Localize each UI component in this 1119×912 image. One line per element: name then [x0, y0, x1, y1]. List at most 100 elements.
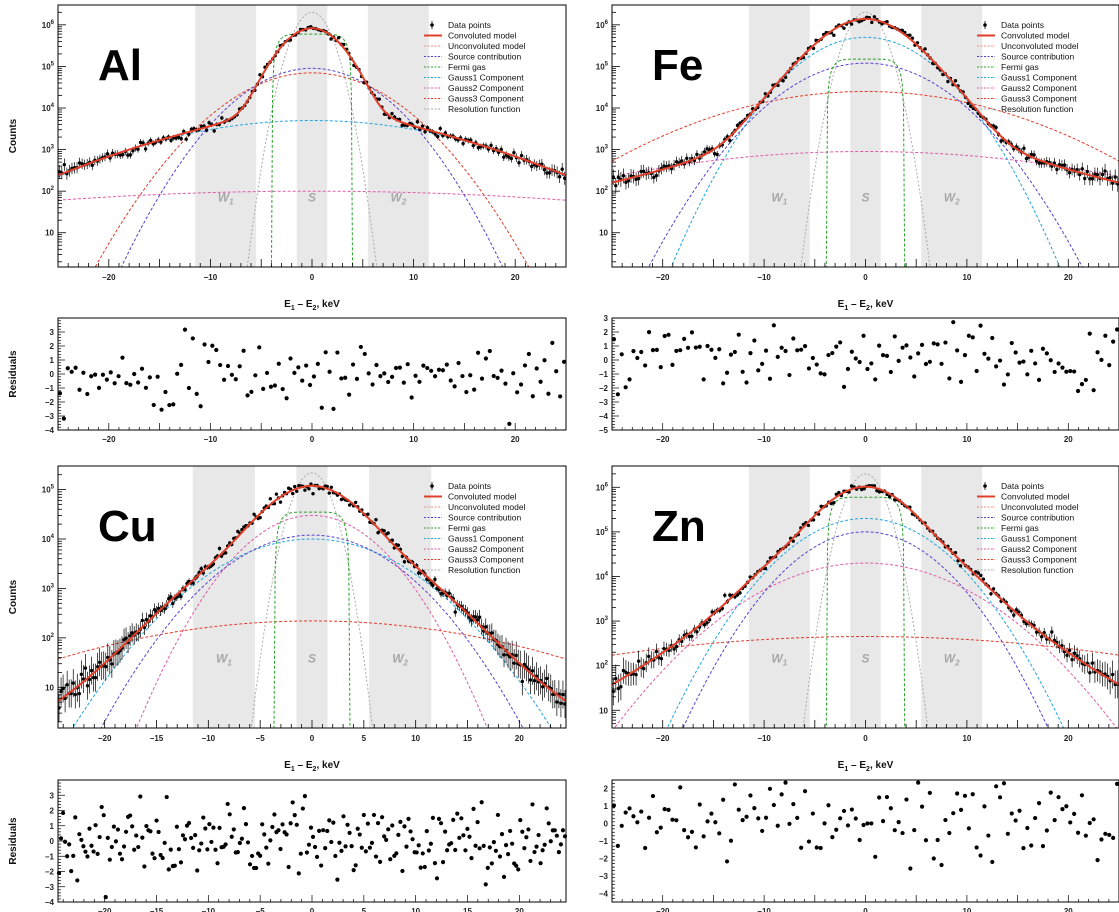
residual-point: [241, 805, 247, 811]
data-point: [353, 500, 358, 505]
residual-point: [89, 374, 94, 379]
band-s: [296, 466, 328, 728]
residual-point: [158, 852, 163, 858]
residual-point: [358, 344, 363, 350]
y-axis: 10 102 103 104 105 106: [596, 465, 620, 729]
residual-point: [1068, 368, 1073, 374]
data-point: [1029, 152, 1034, 157]
residual-point: [908, 866, 913, 871]
residual-point: [93, 823, 98, 828]
residual-point: [830, 835, 835, 840]
band-label: W1: [216, 652, 232, 668]
residual-point: [538, 379, 543, 384]
residual-point: [689, 330, 695, 335]
residual-point: [180, 833, 186, 838]
x-tick-label: 0: [310, 907, 315, 912]
data-point: [128, 153, 133, 157]
residual-point: [333, 853, 338, 859]
residual-point: [218, 362, 223, 368]
x-tick-label: −10: [204, 435, 218, 444]
residual-point: [507, 421, 512, 426]
data-point: [621, 174, 626, 178]
residual-point: [515, 390, 520, 395]
residual-point: [900, 830, 905, 836]
residual-point: [327, 369, 332, 374]
residual-point: [442, 829, 448, 834]
residual-point: [354, 376, 360, 381]
residual-point: [103, 895, 108, 900]
data-point: [1072, 651, 1077, 655]
data-point: [989, 592, 993, 596]
data-point: [614, 676, 618, 681]
residual-point: [939, 361, 944, 366]
data-point: [834, 492, 839, 497]
data-point: [728, 138, 732, 143]
residual-point: [452, 384, 457, 389]
data-point: [974, 570, 978, 574]
residual-point: [130, 824, 135, 829]
data-point: [923, 47, 927, 51]
residual-point: [479, 376, 485, 381]
residual-point: [974, 845, 979, 850]
data-point: [702, 623, 707, 627]
y-axis: 10 102 103 104 105 106: [42, 4, 66, 263]
residual-point: [791, 802, 796, 807]
y-tick-label: 0: [604, 820, 609, 829]
residual-point: [1036, 377, 1042, 382]
residual-point: [463, 848, 468, 853]
residual-point: [1099, 357, 1104, 362]
data-point: [1075, 167, 1079, 172]
x-axis-label: E1 – E2, keV: [284, 299, 340, 312]
residual-point: [140, 835, 145, 840]
residual-point: [697, 344, 702, 349]
residual-point: [1052, 369, 1057, 375]
y-tick-label: 2: [50, 807, 55, 816]
data-point: [342, 42, 346, 47]
residual-point: [440, 368, 446, 373]
residual-point: [119, 857, 125, 862]
data-point: [837, 490, 841, 495]
data-point: [560, 167, 564, 171]
residual-point: [91, 849, 96, 854]
residual-point: [499, 368, 504, 373]
residual-point: [845, 366, 851, 372]
curve-g2: [136, 514, 488, 728]
residual-point: [266, 861, 271, 866]
residual-point: [554, 833, 559, 838]
x-tick-label: 10: [962, 907, 971, 912]
residual-point: [163, 389, 168, 395]
residual-point: [413, 373, 418, 378]
data-point: [431, 583, 435, 588]
residual-point: [966, 333, 971, 338]
data-point: [715, 152, 719, 157]
data-point: [490, 631, 494, 635]
residual-point: [503, 843, 509, 848]
x-tick-label: 10: [411, 907, 420, 912]
residual-point: [120, 355, 125, 360]
residual-point: [302, 794, 307, 799]
band-label: W2: [390, 191, 406, 207]
y-tick-label: 10: [599, 706, 608, 715]
data-point: [327, 491, 331, 495]
y-tick-label: 10: [45, 683, 54, 692]
y-tick-label: 1: [604, 342, 609, 351]
residual-point: [522, 846, 527, 851]
data-point: [532, 678, 537, 683]
data-point: [870, 20, 874, 25]
data-point: [184, 137, 188, 141]
y-tick-label: 102: [596, 661, 609, 671]
residual-point: [1009, 340, 1014, 346]
data-point: [252, 512, 256, 517]
residual-point: [763, 348, 769, 353]
residual-point: [643, 363, 648, 368]
residual-point: [1107, 832, 1112, 838]
residual-point: [693, 345, 698, 350]
residual-point: [469, 855, 474, 861]
residual-point: [172, 863, 177, 868]
band-label: W1: [771, 652, 787, 668]
residual-point: [1013, 350, 1018, 355]
residual-point: [343, 844, 348, 849]
residual-point: [154, 818, 159, 823]
data-point: [540, 685, 545, 689]
residual-point: [468, 373, 473, 378]
